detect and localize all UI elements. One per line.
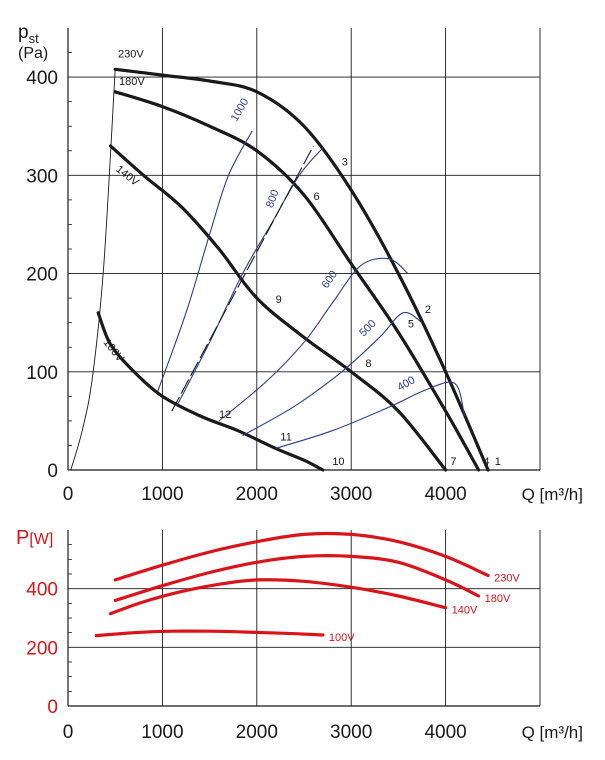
point-label: 4 <box>483 456 489 468</box>
point-label: 11 <box>280 432 291 444</box>
curve-thin-limit <box>70 69 116 471</box>
point-label: 3 <box>342 157 348 169</box>
point-label: 2 <box>425 304 431 316</box>
point-label: 12 <box>219 409 231 421</box>
curve-rpm-600 <box>218 257 409 422</box>
y-tick-label: 400 <box>26 580 58 601</box>
y-tick-label: 200 <box>26 638 58 659</box>
y-tick-label: 300 <box>26 166 58 187</box>
x-tick-label: 0 <box>63 484 74 505</box>
voltage-label: 230V <box>118 48 144 60</box>
y-tick-label: 100 <box>26 363 58 384</box>
x-tick-label: 4000 <box>424 722 466 743</box>
y-tick-label: 400 <box>26 68 58 89</box>
rpm-label: 800 <box>264 188 282 209</box>
curve-rpm-800 <box>176 147 324 407</box>
x-tick-label: 1000 <box>141 722 183 743</box>
power-voltage-label: 230V <box>494 572 520 584</box>
x-tick-label: 3000 <box>330 722 372 743</box>
point-label: 1 <box>495 456 501 468</box>
y-axis-unit: (Pa) <box>18 45 48 62</box>
point-label: 5 <box>408 319 414 331</box>
curve-fan-100v <box>96 311 325 472</box>
power-curve-180v <box>113 554 481 602</box>
x-tick-label: 1000 <box>141 484 183 505</box>
x-tick-label: 4000 <box>424 484 466 505</box>
curve-fan-140v <box>108 144 448 472</box>
y-tick-label: 200 <box>26 265 58 286</box>
rpm-label: 600 <box>320 269 340 291</box>
rpm-label: 400 <box>395 374 417 394</box>
x-tick-label: 3000 <box>330 484 372 505</box>
x-tick-label: 2000 <box>236 722 278 743</box>
y-tick-label: 0 <box>47 697 58 718</box>
curve-rpm-500 <box>242 311 423 437</box>
curve-fan-230v <box>113 67 490 472</box>
y-tick-label: 0 <box>47 461 58 482</box>
power-voltage-label: 180V <box>485 593 511 605</box>
point-label: 8 <box>365 358 371 370</box>
x-axis-label: Q [m³/h] <box>522 723 583 742</box>
x-tick-label: 0 <box>63 722 74 743</box>
voltage-label: 140V <box>113 163 141 189</box>
power-curve-100v <box>94 629 325 638</box>
power-voltage-label: 140V <box>452 605 478 617</box>
voltage-label: 180V <box>119 76 145 88</box>
curve-rpm-1000 <box>157 130 253 392</box>
curve-rpm-400 <box>275 381 466 449</box>
y-axis-label: pst <box>18 22 39 46</box>
x-axis-label: Q [m³/h] <box>522 485 583 504</box>
curve-dash-diag <box>171 145 314 412</box>
power-voltage-label: 100V <box>329 632 355 644</box>
power-curve-230v <box>113 531 490 582</box>
curve-fan-180v <box>113 90 481 472</box>
y-axis-label: P[W] <box>16 527 53 549</box>
point-label: 9 <box>276 294 282 306</box>
point-label: 7 <box>450 456 456 468</box>
rpm-label: 1000 <box>229 96 252 123</box>
rpm-label: 500 <box>357 318 378 339</box>
x-tick-label: 2000 <box>236 484 278 505</box>
point-label: 6 <box>313 191 319 203</box>
power-curve-140v <box>108 578 448 616</box>
point-label: 10 <box>332 456 344 468</box>
